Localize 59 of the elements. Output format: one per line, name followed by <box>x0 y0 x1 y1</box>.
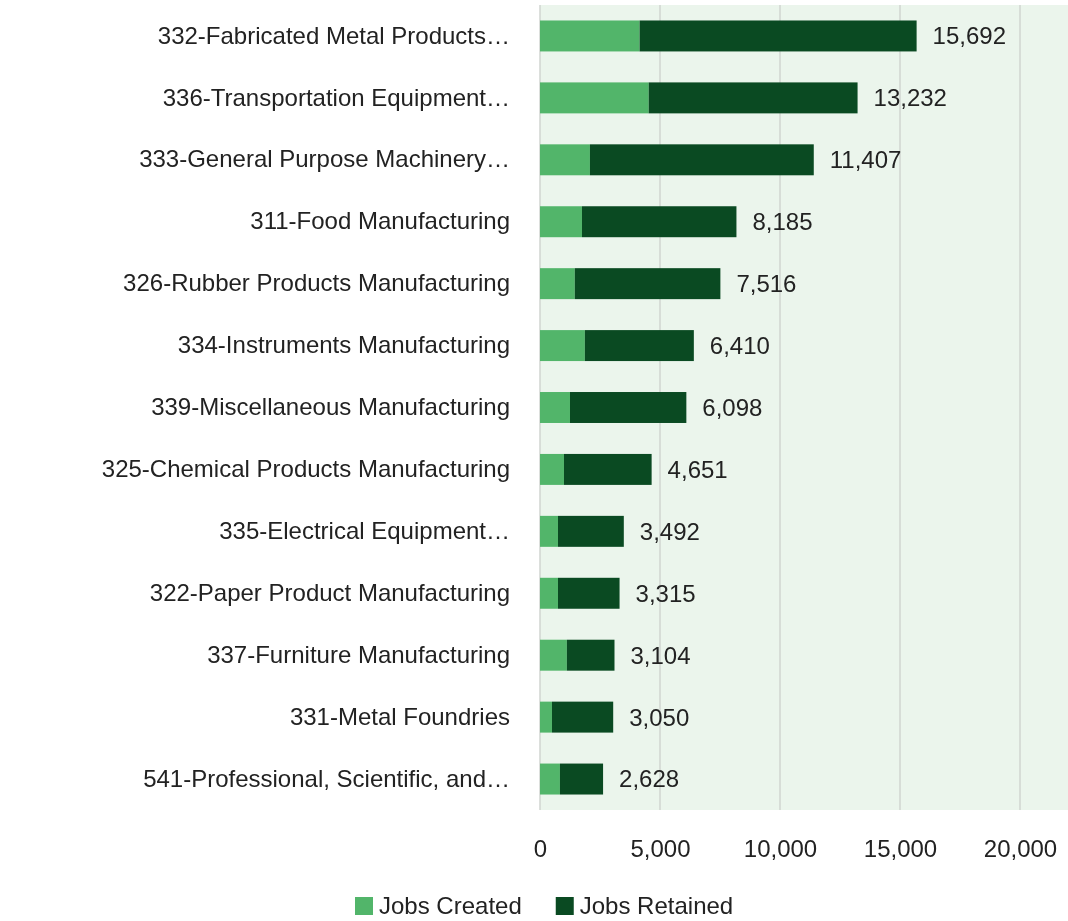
total-label: 3,315 <box>635 579 696 607</box>
bar <box>540 701 552 733</box>
legend-label: Jobs Retained <box>579 892 734 920</box>
bar <box>559 763 604 795</box>
bar <box>540 206 582 238</box>
bar <box>540 82 649 114</box>
bar <box>540 639 567 671</box>
y-tick-label: 339-Miscellaneous Manufacturing <box>151 393 510 421</box>
total-label: 3,492 <box>639 517 700 545</box>
total-label: 13,232 <box>873 84 947 112</box>
bar <box>589 144 814 176</box>
y-tick-label: 332-Fabricated Metal Products… <box>157 21 510 49</box>
bar <box>564 453 652 485</box>
y-tick-label: 334-Instruments Manufacturing <box>177 331 510 359</box>
y-tick-label: 333-General Purpose Machinery… <box>139 145 510 173</box>
bar <box>540 515 558 547</box>
bar <box>540 144 590 176</box>
total-label: 7,516 <box>736 270 797 298</box>
y-tick-label: 335-Electrical Equipment… <box>219 517 510 545</box>
bar <box>574 268 721 300</box>
bar <box>639 20 917 52</box>
x-tick-label: 15,000 <box>863 835 938 863</box>
bar <box>582 206 737 238</box>
total-label: 4,651 <box>667 455 728 483</box>
bar <box>540 20 640 52</box>
bar <box>540 577 558 609</box>
y-tick-label: 325-Chemical Products Manufacturing <box>101 455 510 483</box>
total-label: 3,050 <box>629 703 690 731</box>
bar <box>558 577 620 609</box>
total-label: 15,692 <box>932 22 1007 50</box>
bar <box>540 453 564 485</box>
y-tick-label: 326-Rubber Products Manufacturing <box>123 269 510 297</box>
x-tick-label: 20,000 <box>983 835 1058 863</box>
y-tick-label: 336-Transportation Equipment… <box>162 83 510 111</box>
total-label: 6,410 <box>709 331 770 359</box>
y-tick-label: 311-Food Manufacturing <box>250 207 510 235</box>
x-tick-label: 0 <box>533 835 548 863</box>
total-label: 8,185 <box>752 208 813 236</box>
bar <box>540 330 585 362</box>
bar <box>540 268 575 300</box>
x-tick-label: 5,000 <box>630 835 691 863</box>
bar <box>566 639 615 671</box>
total-label: 2,628 <box>619 765 680 793</box>
y-tick-label: 322-Paper Product Manufacturing <box>149 578 510 606</box>
y-tick-label: 541-Professional, Scientific, and… <box>143 764 510 792</box>
bar <box>584 330 694 362</box>
y-tick-label: 331-Metal Foundries <box>289 702 510 730</box>
bar <box>570 392 687 423</box>
y-tick-label: 337-Furniture Manufacturing <box>207 640 510 668</box>
total-label: 3,104 <box>630 641 691 669</box>
bar <box>558 515 624 547</box>
legend-label: Jobs Created <box>379 892 522 920</box>
total-label: 11,407 <box>829 146 902 174</box>
x-tick-label: 10,000 <box>743 835 818 863</box>
total-label: 6,098 <box>702 393 763 421</box>
bar <box>540 763 560 795</box>
bar <box>648 82 858 114</box>
bar <box>552 701 614 733</box>
bar <box>540 392 570 423</box>
